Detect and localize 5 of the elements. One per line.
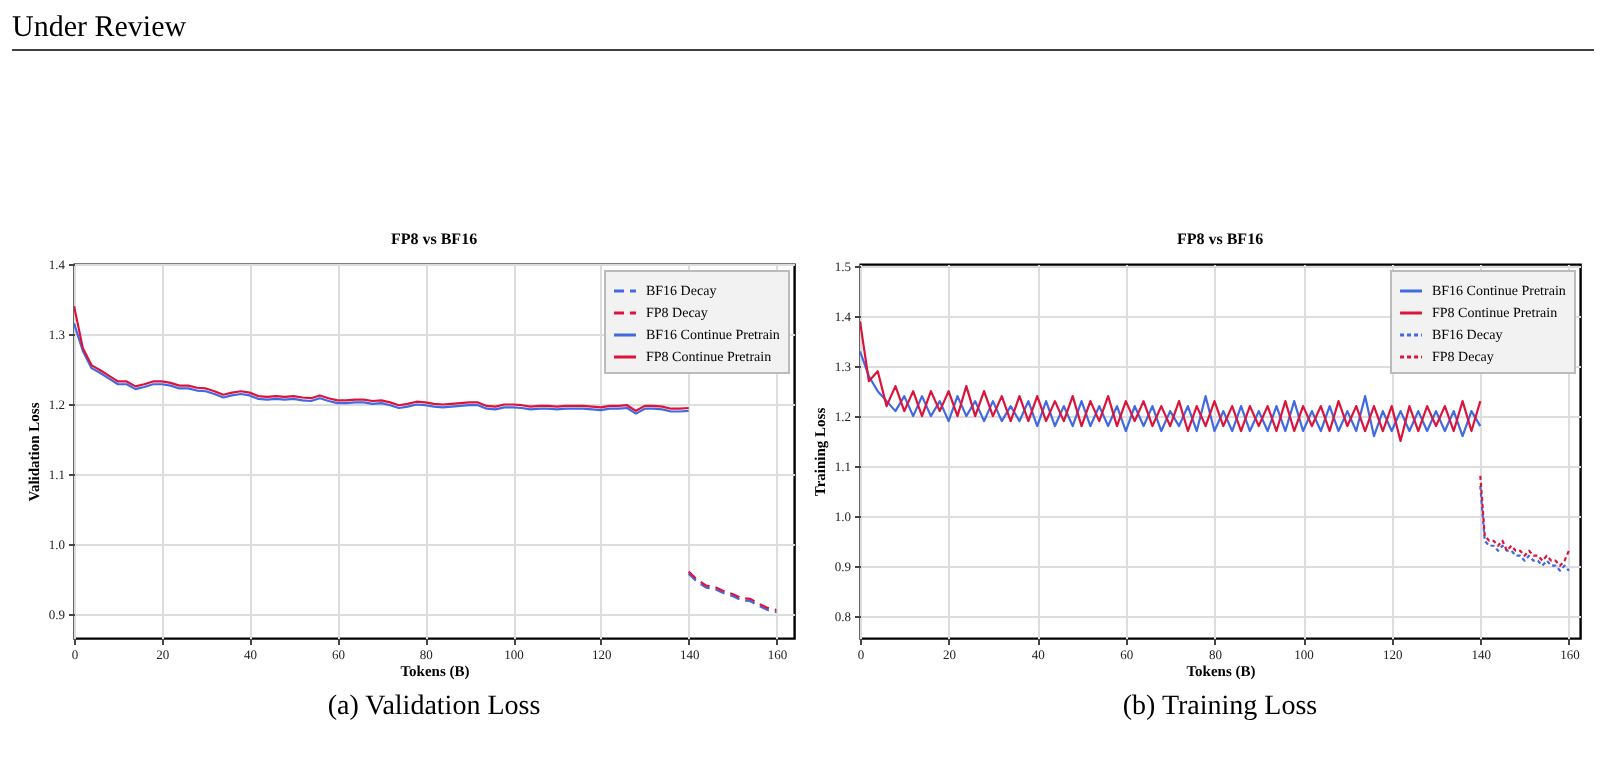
text: (a) Validation Loss (327, 692, 541, 722)
chart-title: FP8 vs BF16 (390, 230, 478, 248)
text: Under Review (12, 12, 187, 44)
text: (b) Training Loss (1122, 692, 1318, 722)
chart-title: FP8 vs BF16 (1176, 230, 1264, 248)
